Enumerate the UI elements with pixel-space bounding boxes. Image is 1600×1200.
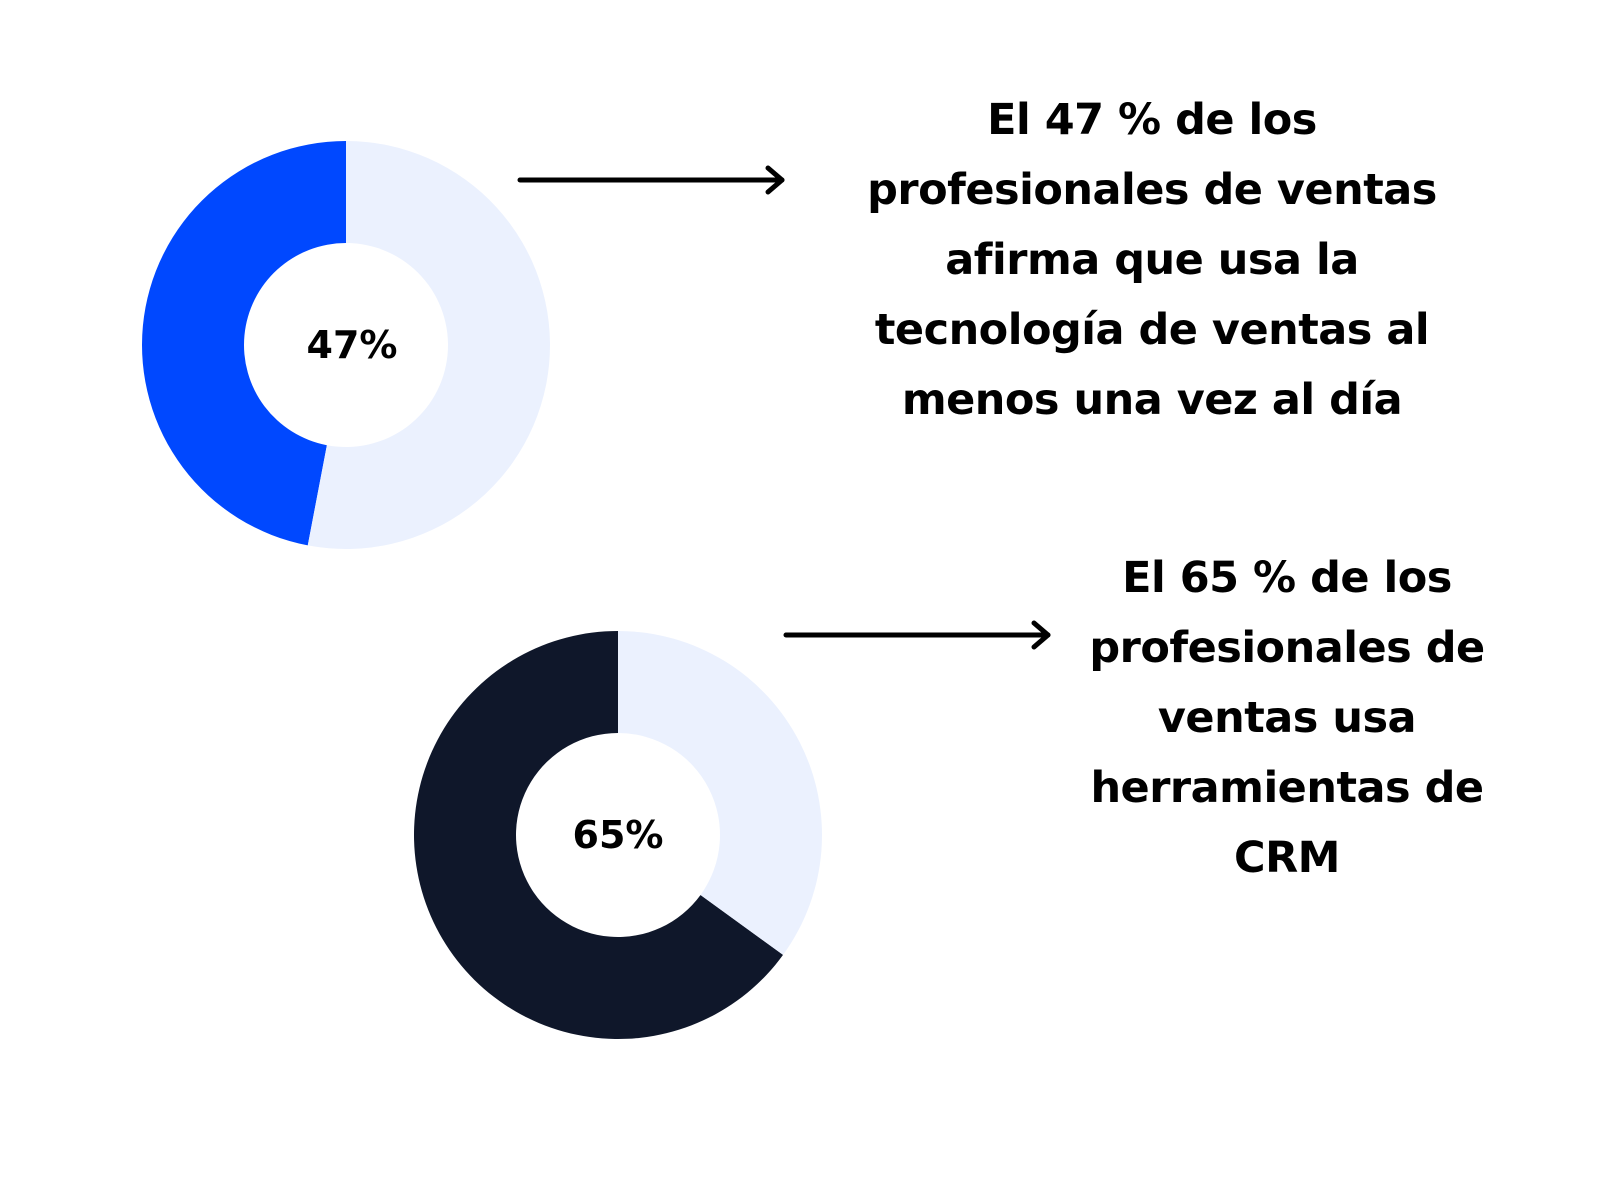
arrow-1 bbox=[517, 165, 785, 195]
donut-chart-2 bbox=[414, 631, 822, 1039]
caption-1-line: menos una vez al día bbox=[901, 375, 1403, 425]
donut-slice-remainder bbox=[307, 141, 550, 549]
caption-2-line: CRM bbox=[1234, 833, 1340, 883]
donut-1-center-label: 47% bbox=[307, 323, 398, 367]
donut-2-center-label: 65% bbox=[573, 813, 664, 857]
caption-1-line: profesionales de ventas bbox=[867, 165, 1437, 215]
caption-2: El 65 % de los profesionales de ventas u… bbox=[1037, 543, 1537, 893]
donut-slice-highlighted bbox=[141, 141, 346, 546]
donut-slice-remainder bbox=[618, 631, 822, 955]
caption-1-line: afirma que usa la bbox=[945, 235, 1359, 285]
caption-1-line: El 47 % de los bbox=[987, 95, 1317, 145]
donut-slice-highlighted bbox=[414, 631, 784, 1039]
arrow-2 bbox=[783, 620, 1051, 650]
caption-1: El 47 % de los profesionales de ventas a… bbox=[802, 85, 1502, 435]
caption-1-line: tecnología de ventas al bbox=[874, 305, 1430, 355]
donut-chart-1 bbox=[141, 141, 550, 549]
caption-2-line: profesionales de bbox=[1089, 623, 1485, 673]
caption-2-line: herramientas de bbox=[1090, 763, 1484, 813]
caption-2-line: ventas usa bbox=[1157, 693, 1417, 743]
caption-2-line: El 65 % de los bbox=[1122, 553, 1452, 603]
